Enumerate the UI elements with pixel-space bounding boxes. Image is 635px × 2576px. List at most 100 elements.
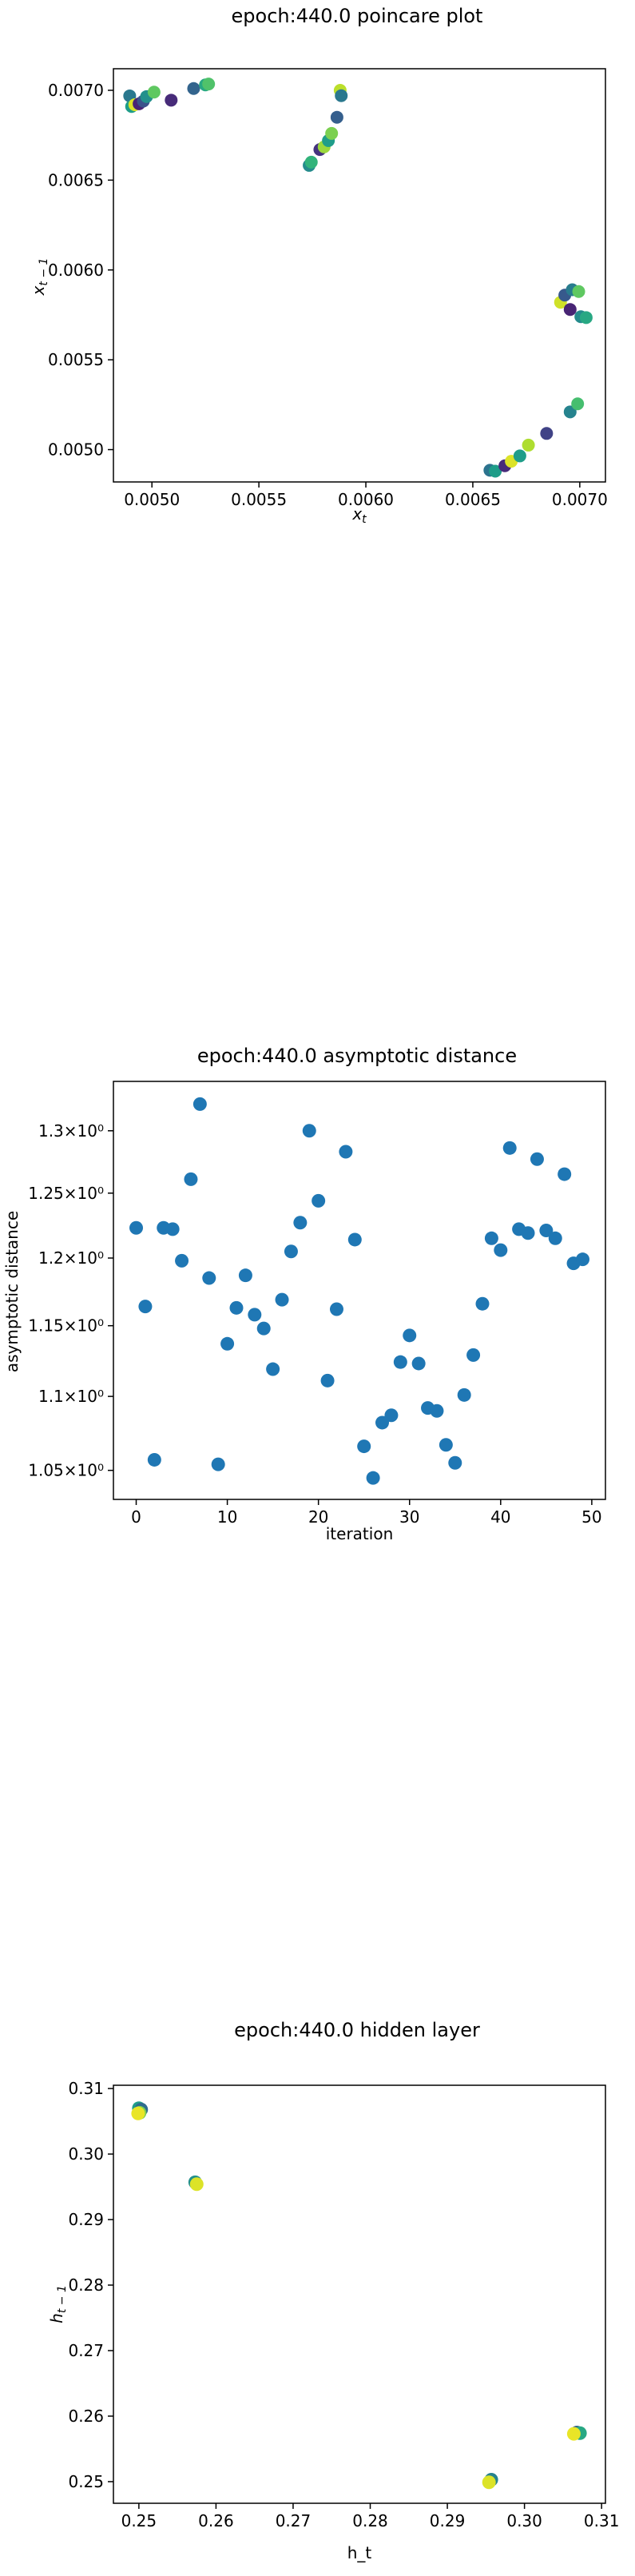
- x-tick-label: 0.27: [276, 2511, 312, 2530]
- data-points: [131, 2101, 587, 2490]
- data-point: [521, 1226, 535, 1240]
- y-axis-label: xt − 1: [29, 258, 50, 297]
- data-point: [384, 1408, 399, 1423]
- data-point: [571, 397, 585, 411]
- data-point: [439, 1438, 453, 1452]
- x-tick-label: 0.28: [352, 2511, 388, 2530]
- data-point: [129, 1220, 144, 1235]
- y-axis-ticks: 0.0050 0.0055 0.0060 0.0065 0.0070: [48, 81, 113, 460]
- data-point: [489, 464, 502, 478]
- y-tick-label: 0.28: [68, 2275, 104, 2295]
- data-point: [131, 2106, 145, 2120]
- y-axis-label: ht − 1: [47, 2285, 69, 2323]
- data-point: [187, 82, 200, 95]
- data-point: [563, 303, 577, 317]
- y-tick-label: 0.0060: [48, 261, 104, 280]
- data-point: [411, 1356, 426, 1371]
- y-axis-label: asymptotic distance: [2, 1211, 22, 1372]
- data-point: [147, 86, 161, 99]
- x-tick-label: 0.26: [198, 2511, 234, 2530]
- data-point: [175, 1253, 189, 1268]
- data-point: [403, 1328, 417, 1343]
- data-point: [293, 1216, 308, 1230]
- y-tick-label: 1.25×10⁰: [28, 1184, 104, 1203]
- data-point: [466, 1348, 481, 1362]
- data-point: [284, 1244, 298, 1259]
- y-tick-label: 0.29: [68, 2210, 104, 2229]
- x-tick-label: 0.0055: [231, 490, 287, 509]
- x-tick-label: 20: [308, 1507, 328, 1527]
- x-tick-label: 0.30: [506, 2511, 542, 2530]
- data-point: [330, 110, 343, 124]
- data-point: [211, 1457, 225, 1471]
- x-tick-label: 0.0060: [338, 490, 394, 509]
- data-point: [256, 1321, 271, 1336]
- x-axis-ticks: 0 10 20 30 40 50: [131, 1499, 602, 1527]
- data-point: [266, 1362, 280, 1376]
- x-tick-label: 40: [490, 1507, 510, 1527]
- chart-title: epoch:440.0 hidden layer: [234, 2019, 480, 2041]
- data-point: [220, 1336, 235, 1351]
- data-point: [165, 94, 178, 107]
- data-point: [329, 1302, 343, 1316]
- data-point: [563, 405, 577, 419]
- y-tick-label: 0.26: [68, 2407, 104, 2426]
- y-tick-label: 1.3×10⁰: [38, 1121, 104, 1141]
- y-tick-label: 0.25: [68, 2472, 104, 2491]
- y-tick-label: 0.0070: [48, 81, 104, 100]
- data-point: [325, 126, 339, 140]
- plot-frame: [113, 2084, 606, 2504]
- y-tick-label: 0.0050: [48, 440, 104, 460]
- y-axis-ticks: 0.25 0.26 0.27 0.28 0.29 0.30 0.31: [68, 2079, 113, 2491]
- hidden-layer-chart: epoch:440.0 hidden layer 0.25 0.26 0.27 0.2…: [47, 2019, 620, 2562]
- data-point: [192, 1097, 207, 1111]
- data-point: [475, 1296, 490, 1311]
- x-axis-ticks: 0.0050 0.0055 0.0060 0.0065 0.0070: [124, 482, 608, 509]
- x-tick-label: 0.0065: [445, 490, 501, 509]
- data-point: [572, 285, 585, 298]
- x-axis-label: iteration: [326, 1524, 394, 1543]
- data-point: [202, 78, 216, 91]
- y-tick-label: 1.1×10⁰: [38, 1387, 104, 1406]
- data-point: [540, 427, 554, 440]
- data-point: [575, 1252, 589, 1267]
- data-point: [482, 2475, 496, 2490]
- y-tick-label: 0.0065: [48, 170, 104, 189]
- data-point: [304, 155, 318, 169]
- data-points: [123, 78, 593, 478]
- y-axis-ticks: 1.05×10⁰ 1.1×10⁰ 1.15×10⁰ 1.2×10⁰ 1.25×10⁰ 1.…: [28, 1121, 113, 1480]
- data-point: [229, 1300, 244, 1315]
- x-axis-label: h_t: [347, 2543, 372, 2562]
- data-point: [522, 438, 535, 452]
- data-points: [129, 1097, 589, 1485]
- data-point: [312, 1193, 326, 1208]
- x-tick-label: 0.31: [584, 2511, 620, 2530]
- asymptotic-distance-chart: epoch:440.0 asymptotic distance 0 10 20 30 4…: [2, 1045, 606, 1543]
- x-axis-ticks: 0.25 0.26 0.27 0.28 0.29 0.30 0.31: [121, 2503, 620, 2530]
- data-point: [430, 1403, 444, 1418]
- x-tick-label: 0.0050: [124, 490, 180, 509]
- y-tick-label: 1.15×10⁰: [28, 1316, 104, 1336]
- data-point: [366, 1471, 380, 1485]
- data-point: [558, 1167, 572, 1181]
- y-tick-label: 0.27: [68, 2341, 104, 2360]
- data-point: [347, 1232, 362, 1247]
- chart-title: epoch:440.0 asymptotic distance: [197, 1045, 517, 1067]
- x-tick-label: 0: [131, 1507, 141, 1527]
- data-point: [302, 1124, 316, 1138]
- data-point: [320, 1373, 335, 1388]
- data-point: [484, 1231, 498, 1245]
- data-point: [393, 1355, 407, 1369]
- data-point: [548, 1231, 562, 1245]
- data-point: [494, 1243, 508, 1257]
- plot-frame: [113, 1081, 606, 1500]
- chart-title: epoch:440.0 poincare plot: [232, 5, 483, 27]
- data-point: [539, 1224, 554, 1238]
- data-point: [375, 1415, 390, 1430]
- data-point: [566, 2427, 581, 2441]
- data-point: [165, 1222, 180, 1236]
- x-tick-label: 0.25: [121, 2511, 157, 2530]
- data-point: [530, 1152, 544, 1166]
- x-tick-label: 10: [217, 1507, 237, 1527]
- y-tick-label: 0.30: [68, 2144, 104, 2164]
